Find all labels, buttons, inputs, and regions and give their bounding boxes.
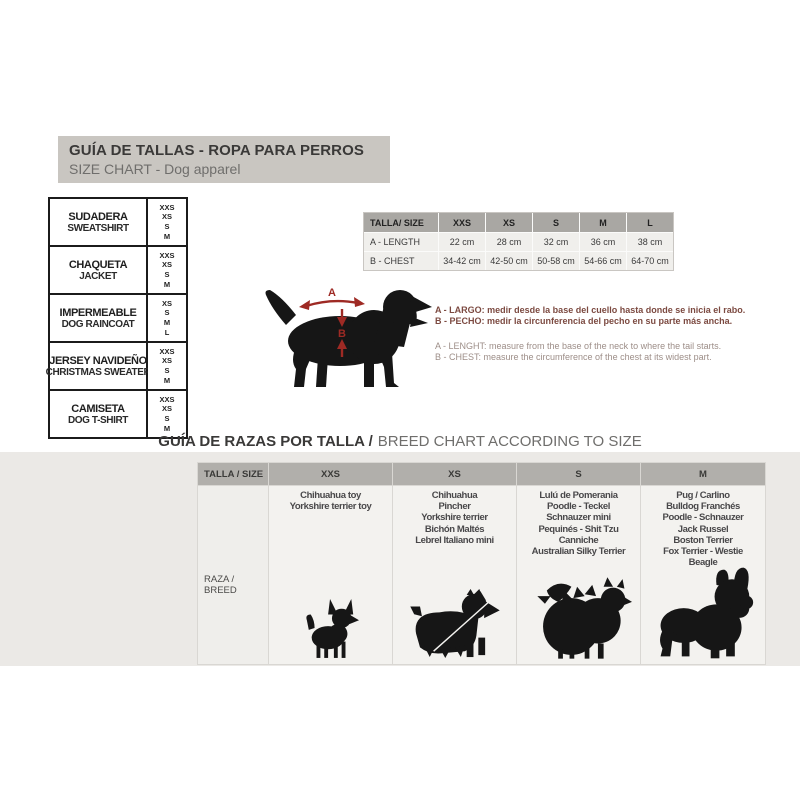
- breed-table-corner: TALLA / SIZE: [198, 463, 268, 485]
- length-l: 38 cm: [627, 233, 673, 251]
- breed-cell-xs: Chihuahua Pincher Yorkshire terrier Bich…: [393, 486, 516, 664]
- breed-cell-m: Pug / Carlino Bulldog Franchés Poodle - …: [641, 486, 765, 664]
- measure-label-b: B: [338, 328, 346, 340]
- page-title-es: GUÍA DE TALLAS - ROPA PARA PERROS: [69, 142, 364, 159]
- size-header-m: M: [580, 213, 626, 232]
- garment-row-sweatshirt: SUDADERA SWEATSHIRT: [50, 199, 146, 245]
- instruction-en-chest: B - CHEST: measure the circumference of …: [435, 352, 712, 362]
- size-header-s: S: [533, 213, 579, 232]
- garment-sizes: XXS XS S M: [148, 343, 186, 389]
- garment-row-christmas-sweater: JERSEY NAVIDEÑO CHRISTMAS SWEATER: [46, 343, 151, 389]
- chest-xs: 42-50 cm: [486, 252, 532, 270]
- chest-l: 64-70 cm: [627, 252, 673, 270]
- page-title-en: SIZE CHART - Dog apparel: [69, 161, 241, 177]
- instruction-es-chest: B - PECHO: medir la circunferencia del p…: [435, 316, 733, 326]
- garment-name-es: IMPERMEABLE: [59, 306, 137, 319]
- pomeranian-silhouette: [536, 577, 632, 659]
- breed-cell-xxs: Chihuahua toy Yorkshire terrier toy: [269, 486, 392, 664]
- breed-title-en: BREED CHART ACCORDING TO SIZE: [377, 433, 642, 450]
- french-bulldog-silhouette: [660, 567, 754, 659]
- breed-header-s: S: [517, 463, 640, 485]
- measuring-instructions: A - LARGO: medir desde la base del cuell…: [435, 305, 765, 363]
- breed-title-es: GUÍA DE RAZAS POR TALLA /: [158, 433, 373, 450]
- garment-name-en: DOG RAINCOAT: [61, 318, 135, 330]
- breed-chart-title: GUÍA DE RAZAS POR TALLA / BREED CHART ACC…: [0, 433, 800, 450]
- breed-row-label: RAZA / BREED: [198, 486, 268, 664]
- size-header-xs: XS: [486, 213, 532, 232]
- garment-name-en: DOG T-SHIRT: [67, 414, 129, 426]
- chihuahua-toy-silhouette: [305, 599, 359, 658]
- breed-table: TALLA / SIZE XXS XS S M RAZA / BREED Chi…: [197, 462, 766, 665]
- garment-name-es: SUDADERA: [68, 210, 128, 223]
- garment-sizes: XS S M L: [148, 295, 186, 341]
- row-label-length: A - LENGTH: [364, 233, 438, 251]
- length-m: 36 cm: [580, 233, 626, 251]
- size-header-xxs: XXS: [439, 213, 485, 232]
- row-label-chest: B - CHEST: [364, 252, 438, 270]
- garment-sizes: XXS XS S M: [148, 391, 186, 437]
- title-bar: GUÍA DE TALLAS - ROPA PARA PERROS SIZE C…: [58, 136, 390, 183]
- size-header-l: L: [627, 213, 673, 232]
- garment-name-en: JACKET: [79, 270, 117, 282]
- breed-cell-s: Lulú de Pomerania Poodle - Teckel Schnau…: [517, 486, 640, 664]
- garment-table: SUDADERA SWEATSHIRT XXS XS S M CHAQUETA JAC…: [46, 197, 188, 439]
- instruction-en-length: A - LENGHT: measure from the base of the…: [435, 341, 722, 351]
- garment-name-es: JERSEY NAVIDEÑO: [49, 354, 147, 367]
- chest-m: 54-66 cm: [580, 252, 626, 270]
- labrador-silhouette: [265, 290, 432, 387]
- garment-name-es: CHAQUETA: [68, 258, 128, 271]
- length-s: 32 cm: [533, 233, 579, 251]
- garment-sizes: XXS XS S M: [148, 247, 186, 293]
- garment-name-es: CAMISETA: [71, 402, 125, 415]
- garment-name-en: CHRISTMAS SWEATER: [45, 366, 151, 378]
- chest-xxs: 34-42 cm: [439, 252, 485, 270]
- measure-arrows: A B: [299, 287, 365, 357]
- garment-row-jacket: CHAQUETA JACKET: [50, 247, 146, 293]
- garment-name-en: SWEATSHIRT: [67, 222, 129, 234]
- size-table: TALLA/ SIZE XXS XS S M L A - LENGTH 22 c…: [363, 212, 674, 271]
- length-xs: 28 cm: [486, 233, 532, 251]
- breed-header-m: M: [641, 463, 765, 485]
- breed-header-xs: XS: [393, 463, 516, 485]
- garment-row-raincoat: IMPERMEABLE DOG RAINCOAT: [50, 295, 146, 341]
- size-table-corner: TALLA/ SIZE: [364, 213, 438, 232]
- instruction-es-length: A - LARGO: medir desde la base del cuell…: [435, 305, 746, 315]
- measuring-dog-diagram: A B: [265, 287, 432, 387]
- breed-header-xxs: XXS: [269, 463, 392, 485]
- length-xxs: 22 cm: [439, 233, 485, 251]
- measure-label-a: A: [328, 287, 336, 299]
- chest-s: 50-58 cm: [533, 252, 579, 270]
- garment-row-tshirt: CAMISETA DOG T-SHIRT: [50, 391, 146, 437]
- yorkshire-silhouette: [409, 589, 500, 659]
- garment-sizes: XXS XS S M: [148, 199, 186, 245]
